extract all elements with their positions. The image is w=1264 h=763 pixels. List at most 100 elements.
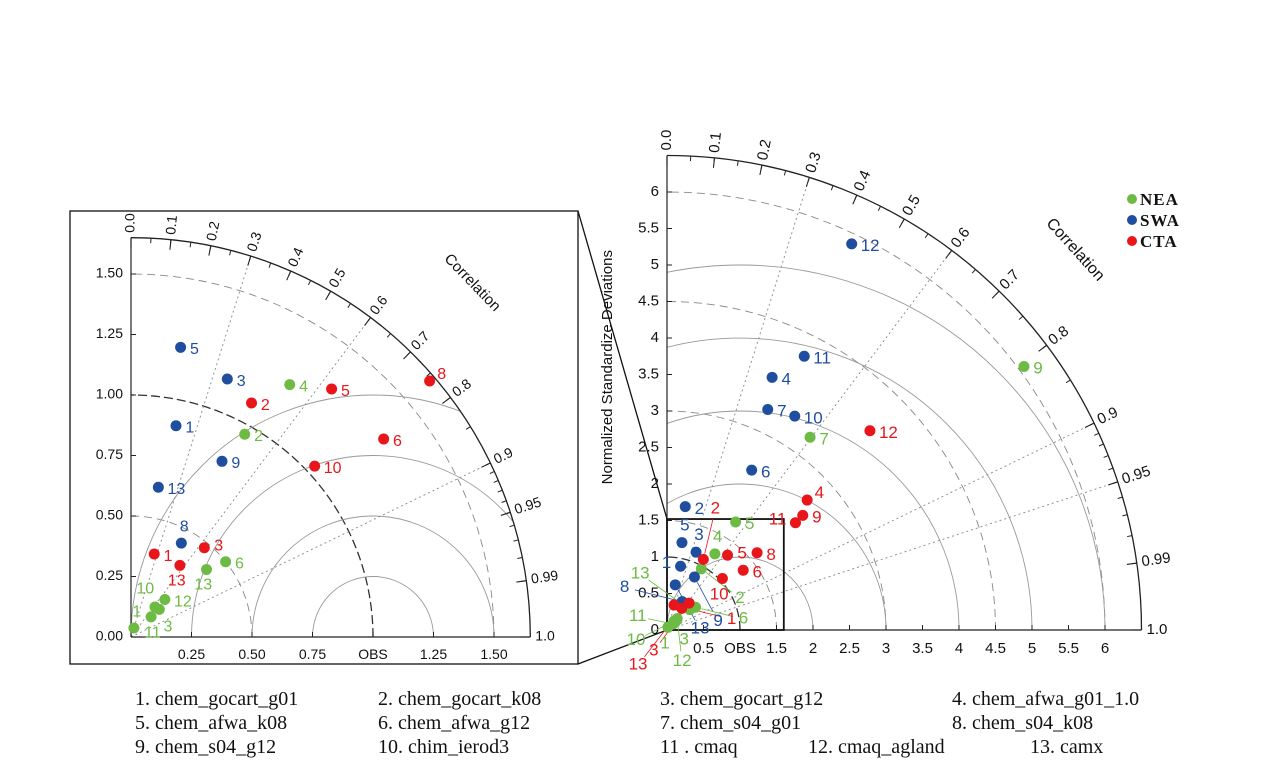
point-label-swa: 2 — [695, 499, 704, 518]
point-label-swa: 8 — [180, 519, 189, 536]
point-label-nea: 2 — [735, 588, 744, 607]
point-nea-12 — [159, 593, 171, 605]
point-label-cta: 3 — [214, 538, 223, 555]
correlation-tick-label: 0.99 — [1140, 549, 1171, 570]
point-label-nea: 5 — [745, 514, 754, 533]
point-label-swa: 5 — [680, 516, 689, 535]
x-tick-label: 5 — [1028, 640, 1036, 657]
model-legend-item: 11 . cmaq — [660, 736, 738, 758]
point-label-nea: 12 — [174, 593, 192, 610]
model-legend-item: 5. chem_afwa_k08 — [135, 712, 288, 734]
correlation-tick-label: 0.3 — [243, 230, 264, 254]
correlation-major-tick — [991, 290, 1000, 299]
legend-label-swa: SWA — [1140, 211, 1180, 230]
point-cta-3 — [198, 542, 210, 554]
correlation-tick-label: 0.99 — [530, 567, 559, 587]
model-legend-item: 7. chem_s04_g01 — [660, 712, 802, 734]
point-cta-2 — [246, 397, 258, 409]
point-label-nea: 7 — [819, 429, 828, 448]
correlation-axis-title: Correlation — [1043, 215, 1108, 285]
correlation-tick — [1094, 432, 1100, 436]
point-cta-13 — [174, 559, 186, 571]
correlation-major-tick — [1038, 344, 1047, 352]
point-label-cta: 9 — [812, 508, 821, 527]
y-tick-label: 3.5 — [638, 365, 659, 382]
x-tick-label: 2.5 — [839, 640, 860, 657]
y-tick-label: 1.00 — [96, 386, 123, 402]
point-cta-1 — [148, 548, 160, 560]
point-swa-7 — [762, 404, 774, 416]
zoom-region-box — [666, 518, 785, 631]
correlation-major-tick — [759, 164, 763, 175]
rms-arc — [667, 483, 887, 630]
correlation-tick-label: 0.9 — [491, 444, 516, 467]
correlation-major-tick — [500, 511, 511, 516]
label-leader-line — [647, 618, 668, 624]
correlation-tick-label: 0.7 — [407, 328, 432, 353]
point-label-nea: 12 — [673, 651, 692, 670]
point-swa-11 — [798, 350, 810, 362]
correlation-tick — [386, 333, 391, 338]
correlation-tick-label: 0.5 — [325, 265, 349, 290]
model-legend-item: 3. chem_gocart_g12 — [660, 688, 824, 710]
correlation-tick — [877, 206, 881, 211]
point-label-cta: 12 — [879, 423, 898, 442]
correlation-axis-title: Correlation — [441, 250, 504, 315]
correlation-major-tick — [805, 177, 810, 188]
correlation-tick-label: 0.1 — [706, 131, 725, 153]
correlation-tick — [924, 233, 929, 239]
correlation-tick — [509, 524, 515, 528]
correlation-tick-label: 0.6 — [366, 292, 391, 317]
point-label-swa: 1 — [185, 420, 194, 437]
correlation-major-tick — [286, 270, 292, 281]
rms-arc — [131, 394, 531, 637]
point-label-nea: 6 — [235, 556, 244, 573]
model-legend-item: 1. chem_gocart_g01 — [135, 688, 299, 710]
point-swa-9 — [216, 455, 228, 467]
correlation-major-tick — [712, 157, 715, 168]
x-tick-label: 0.75 — [299, 646, 326, 662]
point-label-cta: 4 — [815, 483, 824, 502]
correlation-major-tick — [1126, 562, 1137, 566]
point-label-swa: 4 — [781, 370, 790, 389]
correlation-tick — [971, 269, 976, 274]
point-label-nea: 1 — [660, 633, 669, 652]
point-label-swa: 11 — [813, 348, 831, 367]
point-label-nea: 3 — [679, 630, 688, 649]
correlation-tick — [347, 303, 352, 308]
point-nea-6 — [220, 556, 232, 568]
point-label-swa: 6 — [761, 462, 770, 481]
point-label-swa: 3 — [694, 525, 703, 544]
correlation-tick — [517, 557, 523, 560]
correlation-tick — [1127, 535, 1133, 538]
y-tick-label: 1.50 — [96, 265, 123, 281]
inset-frame — [69, 210, 579, 665]
point-swa-3 — [690, 546, 702, 558]
point-label-cta: 2 — [711, 498, 720, 517]
correlation-tick — [1103, 455, 1109, 458]
legend-marker-swa — [1127, 215, 1137, 225]
correlation-tick-label: 1.0 — [535, 628, 555, 644]
point-label-cta: 5 — [737, 543, 746, 562]
connector-line — [577, 629, 668, 665]
correlation-tick — [736, 160, 739, 166]
correlation-tick-label: 0.3 — [802, 150, 824, 175]
correlation-line — [667, 177, 810, 630]
correlation-tick-label: 0.95 — [1120, 463, 1153, 488]
point-nea-5 — [730, 516, 742, 528]
std-arc — [667, 520, 777, 630]
point-label-cta: 13 — [629, 655, 648, 674]
correlation-tick-label: 0.2 — [203, 220, 223, 242]
y-tick-label: 0.50 — [96, 507, 123, 523]
model-legend-item: 13. camx — [1030, 736, 1104, 758]
point-label-nea: 1 — [132, 604, 141, 621]
x-tick-label: 4.5 — [985, 640, 1006, 657]
point-nea-1 — [128, 622, 140, 634]
y-tick-label: 0 — [651, 621, 659, 638]
correlation-tick — [830, 185, 834, 191]
x-tick-label: 1.25 — [420, 646, 447, 662]
correlation-tick — [1098, 443, 1104, 447]
correlation-arc — [130, 237, 531, 638]
point-label-cta: 3 — [649, 641, 658, 660]
x-tick-label: 1.50 — [480, 646, 507, 662]
